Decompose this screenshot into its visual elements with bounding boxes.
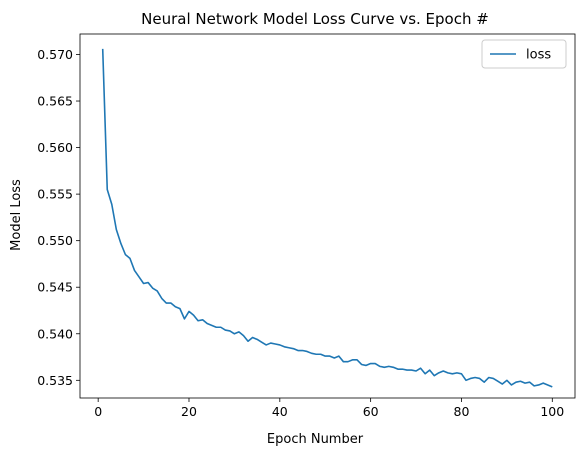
chart-title: Neural Network Model Loss Curve vs. Epoc…	[141, 10, 489, 28]
y-tick-label: 0.565	[37, 94, 73, 109]
x-axis-label: Epoch Number	[267, 432, 364, 447]
legend-box	[481, 39, 567, 69]
x-tick-label: 20	[181, 404, 197, 419]
y-tick-label: 0.555	[37, 187, 73, 202]
y-tick-label: 0.550	[37, 233, 73, 248]
series-line-loss	[101, 48, 553, 388]
legend-label: loss	[526, 48, 551, 63]
plot-area: 0 20 40 60 80 100 0.535 0.540 0.545 0.550 0.555 0.5…	[37, 33, 576, 419]
x-tick-label: 100	[540, 404, 564, 419]
plot-frame	[79, 33, 576, 399]
x-tick-label: 0	[94, 404, 102, 419]
y-tick-label: 0.540	[37, 326, 73, 341]
y-tick-label: 0.560	[37, 140, 73, 155]
y-tick-label: 0.535	[37, 373, 73, 388]
x-tick-label: 40	[272, 404, 288, 419]
y-tick-label: 0.545	[37, 280, 73, 295]
x-tick-label: 80	[454, 404, 470, 419]
y-axis-label: Model Loss	[9, 179, 24, 251]
x-tick-label: 60	[363, 404, 379, 419]
y-tick-label: 0.570	[37, 47, 73, 62]
